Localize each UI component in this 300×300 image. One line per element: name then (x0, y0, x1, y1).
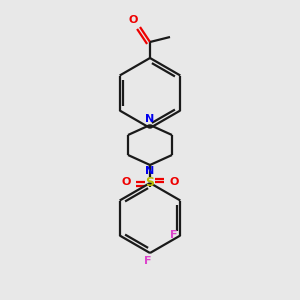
Text: F: F (144, 256, 152, 266)
Text: F: F (170, 230, 177, 239)
Text: O: O (169, 177, 178, 187)
Text: S: S (146, 176, 154, 188)
Text: N: N (146, 166, 154, 176)
Text: O: O (122, 177, 131, 187)
Text: O: O (129, 15, 138, 25)
Text: N: N (146, 114, 154, 124)
